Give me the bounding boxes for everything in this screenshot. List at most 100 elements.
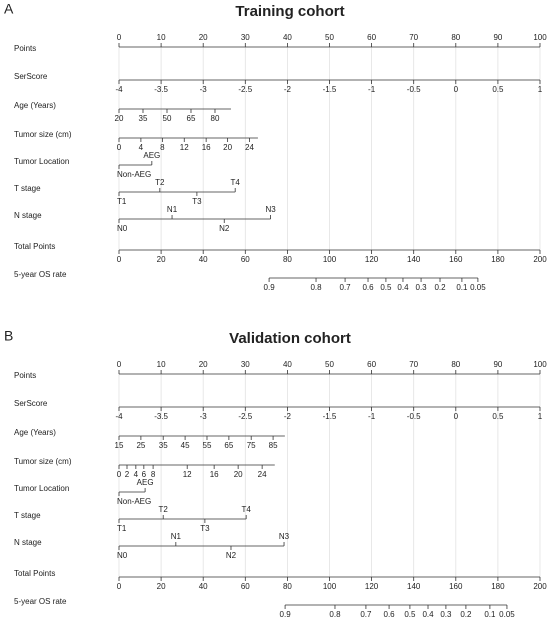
tick-label: T3 xyxy=(200,524,210,533)
tick-label: 4 xyxy=(134,470,139,479)
tick-label: N0 xyxy=(117,224,128,233)
tick-label: 160 xyxy=(449,582,463,591)
tick-label: 70 xyxy=(409,33,418,42)
tick-label: -2 xyxy=(284,412,292,421)
tick-label: 0 xyxy=(117,33,122,42)
row-label: T stage xyxy=(14,511,41,520)
tick-label: 180 xyxy=(491,582,505,591)
tick-label: 0.1 xyxy=(484,610,496,617)
tick-label: 50 xyxy=(325,33,334,42)
tick-label: 140 xyxy=(407,582,421,591)
tick-label: N0 xyxy=(117,551,128,560)
chart-title: Validation cohort xyxy=(229,330,351,347)
chart-title: Training cohort xyxy=(235,3,344,20)
tick-label: 0 xyxy=(117,255,122,264)
tick-label: 0.8 xyxy=(310,283,322,292)
tick-label: 2 xyxy=(125,470,130,479)
tick-label: -1 xyxy=(368,85,376,94)
tick-label: -3 xyxy=(200,412,208,421)
tick-label: 75 xyxy=(247,441,256,450)
tick-label: 0.6 xyxy=(384,610,396,617)
tick-label: 0 xyxy=(117,360,122,369)
tick-label: 1 xyxy=(538,85,543,94)
tick-label: 20 xyxy=(157,255,166,264)
tick-label: 6 xyxy=(142,470,147,479)
tick-label: Non-AEG xyxy=(117,497,151,506)
tick-label: 20 xyxy=(199,33,208,42)
row-label: Points xyxy=(14,371,36,380)
tick-label: 0.9 xyxy=(280,610,292,617)
tick-label: 0 xyxy=(454,85,459,94)
tick-label: 1 xyxy=(538,412,543,421)
tick-label: 0.7 xyxy=(360,610,372,617)
tick-label: 0.8 xyxy=(329,610,341,617)
row-label: N stage xyxy=(14,211,42,220)
tick-label: 0 xyxy=(117,582,122,591)
tick-label: N2 xyxy=(226,551,237,560)
row-label: SerScore xyxy=(14,399,48,408)
tick-label: 0.4 xyxy=(397,283,409,292)
row-label: SerScore xyxy=(14,72,48,81)
tick-label: -4 xyxy=(115,85,123,94)
tick-label: 25 xyxy=(136,441,145,450)
tick-label: 0.3 xyxy=(416,283,428,292)
tick-label: 90 xyxy=(493,360,502,369)
tick-label: 0.6 xyxy=(362,283,374,292)
tick-label: 120 xyxy=(365,582,379,591)
tick-label: 0.5 xyxy=(492,85,504,94)
tick-label: 160 xyxy=(449,255,463,264)
tick-label: -1 xyxy=(368,412,376,421)
tick-label: 60 xyxy=(367,33,376,42)
row-label: N stage xyxy=(14,538,42,547)
tick-label: N1 xyxy=(167,205,178,214)
tick-label: 30 xyxy=(241,33,250,42)
row-label: Total Points xyxy=(14,242,55,251)
tick-label: 0.1 xyxy=(456,283,468,292)
tick-label: 200 xyxy=(533,255,547,264)
tick-label: T3 xyxy=(192,197,202,206)
tick-label: -0.5 xyxy=(407,85,421,94)
tick-label: 60 xyxy=(367,360,376,369)
tick-label: 0.05 xyxy=(470,283,486,292)
tick-label: N3 xyxy=(265,205,276,214)
tick-label: -3.5 xyxy=(154,412,168,421)
tick-label: 80 xyxy=(211,114,220,123)
tick-label: 80 xyxy=(283,255,292,264)
tick-label: -1.5 xyxy=(323,85,337,94)
tick-label: 40 xyxy=(199,582,208,591)
tick-label: 0.4 xyxy=(422,610,434,617)
tick-label: 0.5 xyxy=(380,283,392,292)
tick-label: 20 xyxy=(223,143,232,152)
tick-label: 180 xyxy=(491,255,505,264)
tick-label: 200 xyxy=(533,582,547,591)
tick-label: 40 xyxy=(283,360,292,369)
row-label: Tumor size (cm) xyxy=(14,457,72,466)
tick-label: 80 xyxy=(283,582,292,591)
tick-label: -2 xyxy=(284,85,292,94)
tick-label: N1 xyxy=(171,532,182,541)
tick-label: 60 xyxy=(241,582,250,591)
tick-label: 16 xyxy=(210,470,219,479)
tick-label: 8 xyxy=(151,470,156,479)
tick-label: 55 xyxy=(203,441,212,450)
tick-label: 100 xyxy=(323,255,337,264)
tick-label: 140 xyxy=(407,255,421,264)
tick-label: Non-AEG xyxy=(117,170,151,179)
tick-label: -3 xyxy=(200,85,208,94)
tick-label: 60 xyxy=(241,255,250,264)
panel-label: A xyxy=(4,1,14,17)
tick-label: 50 xyxy=(163,114,172,123)
tick-label: AEG xyxy=(137,478,154,487)
tick-label: 65 xyxy=(187,114,196,123)
tick-label: 20 xyxy=(115,114,124,123)
tick-label: T2 xyxy=(155,178,165,187)
tick-label: -2.5 xyxy=(238,412,252,421)
tick-label: 0.2 xyxy=(434,283,446,292)
tick-label: 10 xyxy=(157,33,166,42)
tick-label: T1 xyxy=(117,524,127,533)
tick-label: T1 xyxy=(117,197,127,206)
tick-label: 0 xyxy=(117,470,122,479)
tick-label: T4 xyxy=(231,178,241,187)
row-label: Age (Years) xyxy=(14,428,56,437)
